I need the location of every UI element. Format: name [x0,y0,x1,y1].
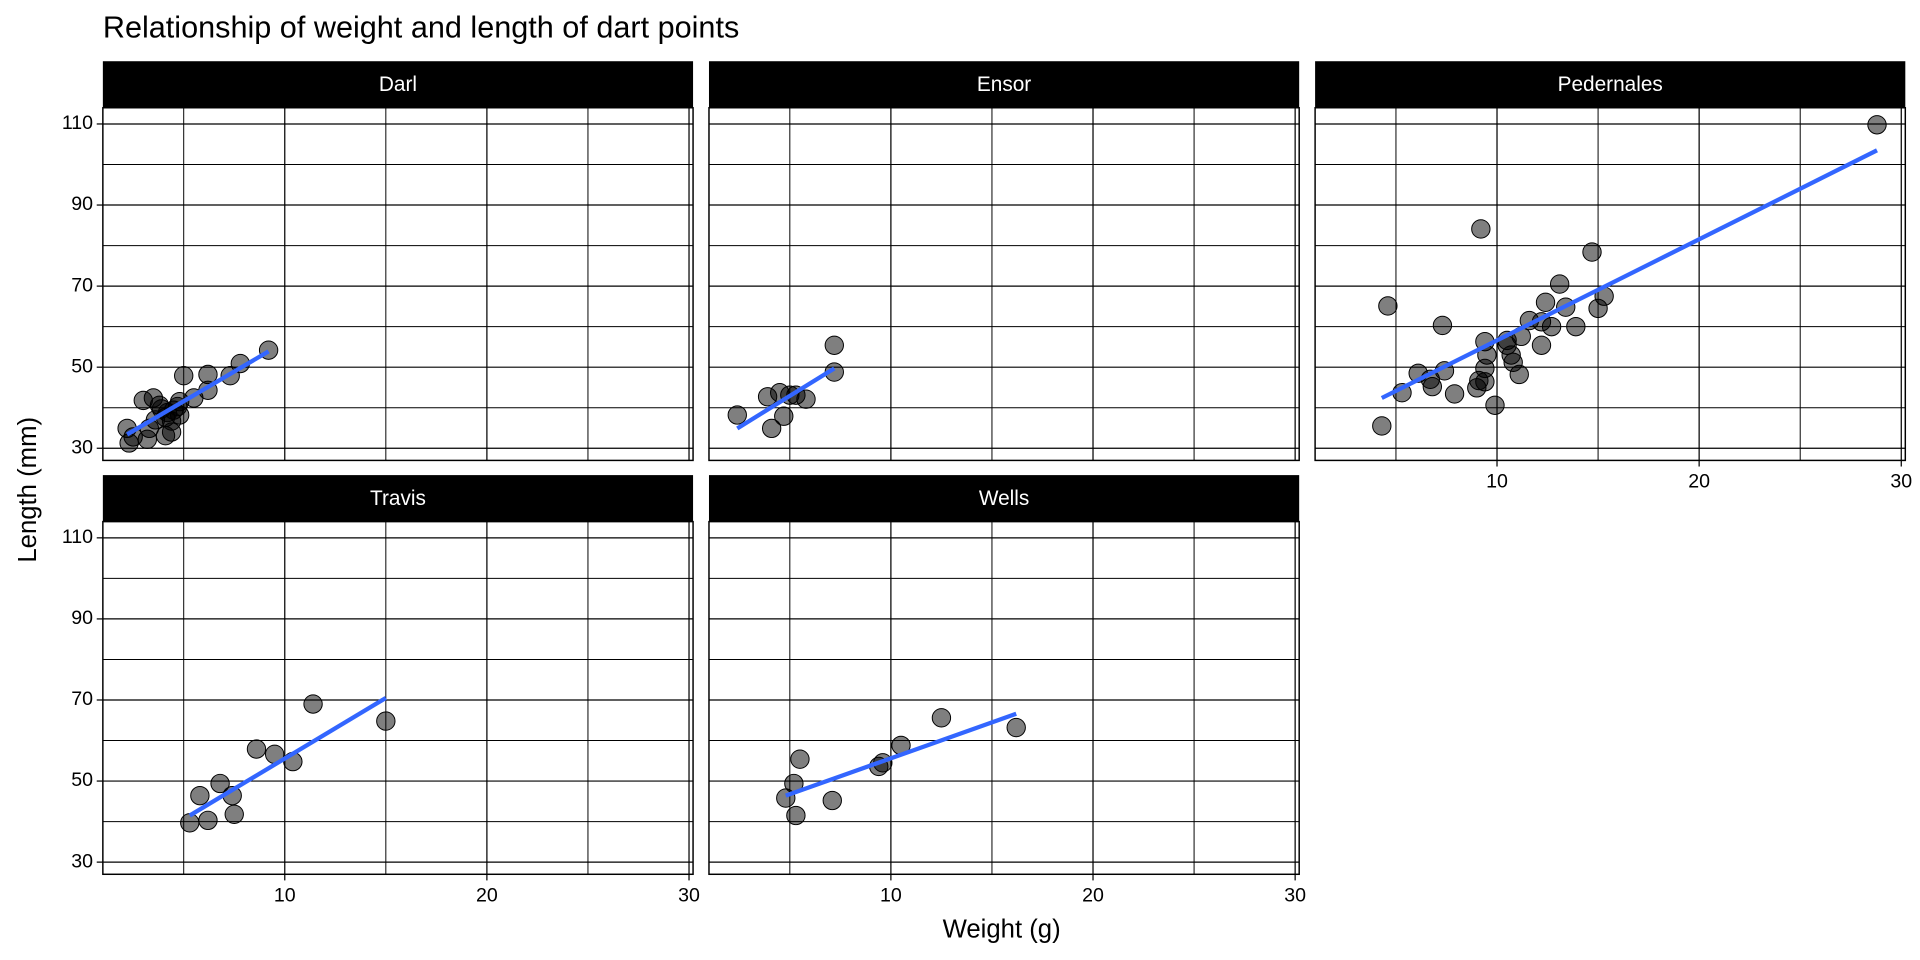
trend-line [188,696,387,818]
y-tick-label: 30 [71,436,93,458]
point [822,790,842,811]
x-tick-label: 20 [1688,471,1710,493]
x-tick-label: 20 [1082,884,1104,906]
panel-border [102,107,694,462]
point [1566,316,1586,337]
point [790,749,810,769]
point [1535,292,1556,312]
strip-label: Travis [370,487,426,510]
strip-label: Wells [979,487,1029,510]
point [210,773,230,794]
x-axis-label: Weight (g) [943,915,1061,943]
point [761,418,782,439]
point [190,785,210,806]
point [1867,115,1887,135]
panel-border [708,107,1300,462]
y-tick-label: 110 [62,112,93,134]
strip [102,61,694,108]
strip [708,61,1300,108]
y-tick-label: 50 [71,769,93,791]
x-tick-label: 20 [476,884,498,906]
point [174,366,194,386]
point [198,810,218,831]
point [1378,296,1398,316]
point [376,711,396,731]
y-tick-label: 70 [71,274,93,296]
point [727,405,747,425]
y-tick-label: 110 [62,526,93,548]
strip [1315,61,1906,108]
point [303,694,323,714]
point [1372,416,1392,436]
point [246,739,267,759]
point [786,805,806,826]
strip-label: Pedernales [1558,73,1663,96]
point [1432,315,1453,336]
x-tick-label: 10 [1486,471,1508,493]
point [1444,384,1465,404]
y-axis-label: Length (mm) [14,417,42,563]
point [161,422,182,442]
chart-title: Relationship of weight and length of dar… [103,10,739,44]
point [1582,242,1602,262]
point [1422,376,1443,397]
strip [708,475,1300,522]
x-tick-label: 30 [1890,471,1912,493]
panel-border [708,520,1300,876]
strip [102,475,694,522]
point [224,804,244,824]
point [824,335,844,355]
x-tick-label: 30 [1284,884,1306,906]
point [1485,395,1505,415]
panel-border [1314,107,1907,462]
point [796,389,816,409]
y-tick-label: 50 [71,355,93,377]
point [931,708,952,728]
x-tick-label: 10 [274,884,296,906]
y-tick-label: 70 [71,688,93,710]
point [1531,335,1552,355]
point [1006,717,1026,738]
y-tick-label: 90 [71,607,93,629]
point [1475,372,1495,392]
x-tick-label: 10 [880,884,902,906]
x-tick-label: 30 [678,884,700,906]
y-tick-label: 30 [71,850,93,872]
point [180,813,200,833]
y-tick-label: 90 [71,193,93,215]
point [1541,316,1562,337]
strip-label: Ensor [977,73,1031,96]
point [1509,364,1529,385]
trend-line [126,349,270,437]
point [774,406,794,426]
strip-label: Darl [379,73,417,96]
trend-line [1380,148,1878,400]
trend-line [736,366,836,431]
point [1549,274,1570,294]
trend-line [785,711,1017,798]
point [1471,219,1491,239]
panel-border [102,520,694,876]
